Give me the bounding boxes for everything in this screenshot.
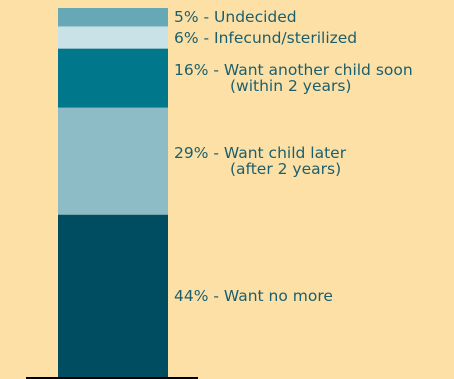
label-text: 16% - Want another child soon: [174, 61, 413, 80]
label-text: 5% - Undecided: [174, 8, 297, 27]
bar-segment-1: [58, 107, 168, 215]
segment-label-undecided: 5% - Undecided: [174, 9, 297, 25]
label-text: 6% - Infecund/sterilized: [174, 28, 358, 47]
label-subtext: (within 2 years): [230, 77, 352, 96]
segment-label-infecund-sterilized: 6% - Infecund/sterilized: [174, 30, 357, 46]
bar-segment-4: [58, 8, 168, 27]
label-text: 29% - Want child later: [174, 144, 347, 163]
bar-segment-3: [58, 26, 168, 49]
bar-segment-2: [58, 48, 168, 108]
label-text: 44% - Want no more: [174, 286, 333, 305]
segment-label-want-child-later: 29% - Want child later (after 2 years): [174, 145, 346, 177]
bar-segment-0: [58, 214, 168, 377]
segment-label-want-another-child-soon: 16% - Want another child soon (within 2 …: [174, 62, 413, 94]
label-subtext: (after 2 years): [230, 160, 342, 179]
segment-label-want-no-more: 44% - Want no more: [174, 288, 333, 304]
